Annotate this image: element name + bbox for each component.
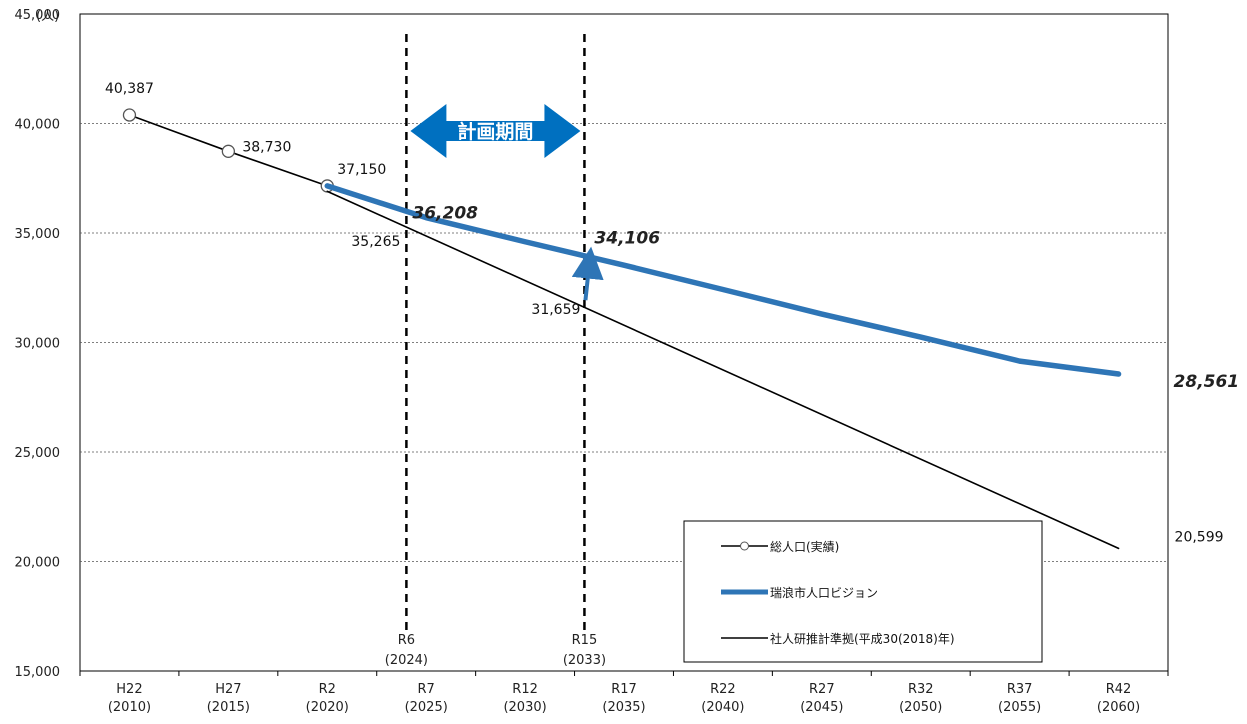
x-tick-label: R17: [611, 682, 637, 697]
y-tick-label: 45,000: [15, 8, 61, 23]
data-label: 31,659: [531, 302, 580, 318]
series-line-1: [324, 183, 1122, 377]
data-label: 38,730: [242, 139, 291, 155]
x-tick-label: R22: [710, 682, 736, 697]
x-tick-label: R37: [1007, 682, 1033, 697]
period-double-arrow: [410, 104, 581, 158]
x-tick-label: H27: [215, 682, 241, 697]
data-label: 35,265: [351, 234, 400, 250]
y-tick-label: 40,000: [15, 118, 61, 133]
x-tick-label: R12: [512, 682, 538, 697]
legend-entry: 瑞浪市人口ビジョン: [770, 585, 878, 600]
y-tick-label: 15,000: [15, 665, 61, 680]
x-tick-sublabel: (2060): [1097, 700, 1140, 715]
x-tick-sublabel: (2045): [800, 700, 843, 715]
x-tick-sublabel: (2025): [405, 700, 448, 715]
x-tick-sublabel: (2020): [306, 700, 349, 715]
x-tick-sublabel: (2030): [503, 700, 546, 715]
data-label: 37,150: [337, 162, 386, 178]
data-point-marker: [221, 144, 236, 158]
x-tick-label: R7: [418, 682, 435, 697]
data-label: 20,599: [1175, 529, 1224, 545]
series-line-2: [326, 190, 1120, 550]
data-label: 28,561: [1174, 372, 1240, 392]
x-tick-sublabel: (2055): [998, 700, 1041, 715]
vertical-marker-label: R6: [398, 633, 415, 648]
legend-swatch-marker: [740, 541, 749, 551]
y-axis-unit-label: (人): [36, 9, 59, 24]
x-tick-label: R27: [809, 682, 835, 697]
x-tick-label: R2: [319, 682, 336, 697]
legend-entry: 総人口(実績): [770, 539, 839, 554]
y-tick-label: 20,000: [15, 556, 61, 571]
vertical-marker-sublabel: (2024): [385, 653, 428, 668]
increase-arrow: [571, 246, 604, 301]
y-tick-label: 30,000: [15, 337, 61, 352]
data-label: 40,387: [105, 81, 154, 97]
x-tick-sublabel: (2015): [207, 700, 250, 715]
legend-entry: 社人研推計準拠(平成30(2018)年): [770, 631, 955, 646]
x-tick-label: R42: [1106, 682, 1132, 697]
data-label: 34,106: [594, 229, 660, 249]
data-label: 36,208: [412, 204, 478, 224]
period-arrow-label: 計画期間: [457, 120, 533, 143]
vertical-marker-label: R15: [572, 633, 598, 648]
y-tick-label: 35,000: [15, 227, 61, 242]
y-tick-label: 25,000: [15, 446, 61, 461]
vertical-marker-sublabel: (2033): [563, 653, 606, 668]
x-tick-sublabel: (2035): [602, 700, 645, 715]
x-tick-label: R32: [908, 682, 934, 697]
x-tick-sublabel: (2050): [899, 700, 942, 715]
data-point-marker: [122, 108, 137, 122]
x-tick-sublabel: (2040): [701, 700, 744, 715]
x-tick-sublabel: (2010): [108, 700, 151, 715]
x-tick-label: H22: [116, 682, 142, 697]
